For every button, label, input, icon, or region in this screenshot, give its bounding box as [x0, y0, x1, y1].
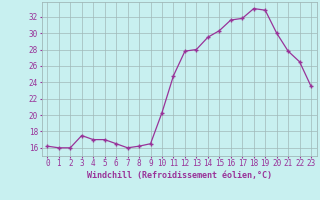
X-axis label: Windchill (Refroidissement éolien,°C): Windchill (Refroidissement éolien,°C)	[87, 171, 272, 180]
